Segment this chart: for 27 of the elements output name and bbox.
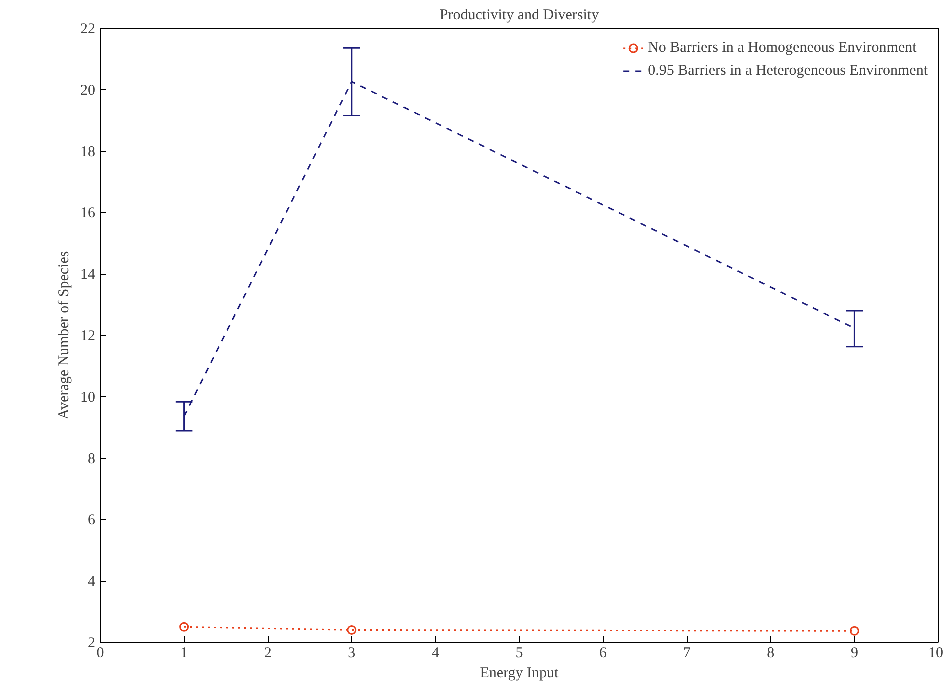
x-tick-label: 10 — [928, 646, 943, 662]
legend-label: 0.95 Barriers in a Heterogeneous Environment — [648, 62, 928, 80]
y-tick-label: 22 — [80, 22, 96, 38]
y-tick-label: 14 — [80, 267, 96, 284]
y-tick-label: 6 — [88, 512, 96, 529]
x-tick-label: 0 — [96, 646, 104, 662]
x-tick-label: 2 — [264, 646, 272, 662]
y-tick-label: 4 — [88, 574, 96, 590]
x-tick-label: 4 — [432, 646, 440, 662]
y-tick-label: 12 — [80, 328, 96, 344]
y-tick-label: 18 — [80, 144, 96, 160]
chart-title: Productivity and Diversity — [440, 8, 600, 24]
y-axis-title: Average Number of Species — [56, 251, 72, 420]
x-tick-label: 6 — [600, 646, 608, 662]
x-tick-label: 7 — [683, 646, 692, 662]
x-tick-label: 3 — [348, 646, 356, 662]
legend-label: No Barriers in a Homogeneous Environment — [648, 40, 917, 56]
y-tick-label: 16 — [80, 206, 96, 222]
y-tick-label: 10 — [80, 390, 96, 406]
x-tick-label: 8 — [767, 646, 775, 662]
x-axis-title: Energy Input — [480, 666, 560, 682]
x-tick-label: 5 — [516, 646, 524, 662]
y-tick-label: 8 — [88, 451, 96, 468]
y-tick-label: 2 — [88, 636, 96, 652]
x-tick-label: 9 — [850, 646, 858, 662]
x-tick-label: 1 — [180, 646, 188, 662]
y-tick-label: 20 — [80, 82, 96, 99]
